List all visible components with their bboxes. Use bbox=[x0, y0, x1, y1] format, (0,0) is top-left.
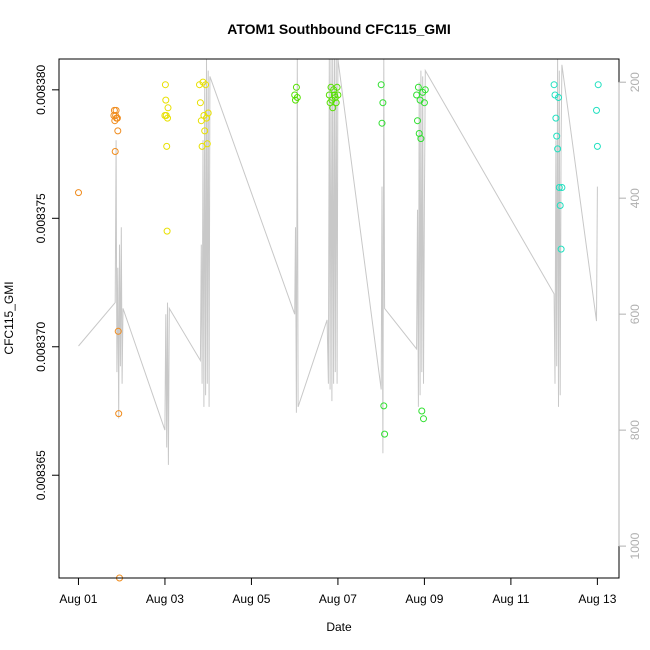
x-tick-label: Aug 09 bbox=[405, 592, 443, 606]
x-tick-label: Aug 03 bbox=[146, 592, 184, 606]
secondary-tick-label: 800 bbox=[628, 420, 642, 440]
data-point bbox=[196, 99, 204, 107]
data-point bbox=[332, 99, 340, 107]
data-point bbox=[114, 327, 122, 335]
data-point bbox=[420, 415, 427, 423]
data-point bbox=[414, 117, 421, 125]
data-point bbox=[554, 145, 562, 153]
data-point bbox=[421, 86, 429, 94]
x-tick-label: Aug 05 bbox=[232, 592, 270, 606]
data-point bbox=[164, 104, 172, 112]
data-point bbox=[557, 245, 565, 253]
data-point bbox=[202, 81, 210, 89]
x-axis: Aug 01 Aug 03 Aug 05 Aug 07 Aug 09 Aug 11 Aug … bbox=[59, 577, 617, 606]
data-point bbox=[420, 99, 428, 107]
data-point bbox=[594, 81, 602, 89]
data-point bbox=[593, 106, 600, 114]
data-point bbox=[556, 202, 564, 209]
data-point bbox=[555, 94, 562, 101]
secondary-y-axis: 200 400 600 800 1000 bbox=[618, 72, 642, 559]
y-axis-label: CFC115_GMI bbox=[2, 281, 16, 354]
secondary-tick-label: 1000 bbox=[628, 532, 642, 559]
data-point bbox=[163, 142, 171, 150]
data-point bbox=[204, 109, 212, 117]
chart-title: ATOM1 Southbound CFC115_GMI bbox=[227, 21, 451, 37]
data-point bbox=[115, 410, 123, 418]
data-point bbox=[593, 142, 601, 150]
y-tick-label: 0.008370 bbox=[34, 321, 48, 371]
data-point bbox=[380, 402, 388, 410]
data-point bbox=[163, 227, 171, 235]
data-point bbox=[203, 140, 211, 148]
data-point bbox=[113, 114, 121, 122]
data-point bbox=[334, 91, 342, 99]
data-point bbox=[333, 83, 341, 91]
data-point bbox=[552, 114, 560, 122]
data-point bbox=[558, 184, 566, 191]
data-points-layer bbox=[75, 78, 602, 582]
x-axis-label: Date bbox=[326, 620, 352, 634]
x-tick-label: Aug 11 bbox=[492, 592, 529, 606]
data-point bbox=[379, 99, 387, 107]
data-point bbox=[293, 94, 301, 101]
data-point bbox=[162, 96, 170, 104]
pressure-trace-layer bbox=[78, 59, 598, 465]
data-point bbox=[201, 127, 209, 135]
x-tick-label: Aug 13 bbox=[578, 592, 616, 606]
data-point bbox=[75, 189, 82, 197]
data-point bbox=[112, 106, 120, 114]
data-point bbox=[550, 81, 558, 89]
data-point bbox=[114, 127, 122, 135]
data-point bbox=[381, 430, 389, 438]
data-point bbox=[164, 114, 171, 122]
data-point bbox=[377, 81, 385, 89]
x-tick-label: Aug 01 bbox=[59, 592, 97, 606]
y-axis: 0.008365 0.008370 0.008375 0.008380 bbox=[34, 64, 60, 500]
data-point bbox=[329, 104, 337, 112]
data-point bbox=[292, 83, 300, 91]
data-point bbox=[418, 407, 426, 415]
pressure-trace-line bbox=[78, 59, 598, 465]
data-point bbox=[413, 91, 421, 99]
x-tick-label: Aug 07 bbox=[319, 592, 357, 606]
secondary-tick-label: 200 bbox=[628, 72, 642, 92]
data-point bbox=[555, 184, 563, 191]
data-point bbox=[417, 135, 425, 143]
y-tick-label: 0.008375 bbox=[34, 193, 48, 243]
y-tick-label: 0.008380 bbox=[34, 64, 48, 114]
secondary-tick-label: 400 bbox=[628, 188, 642, 208]
data-point bbox=[161, 81, 169, 89]
data-point bbox=[553, 132, 561, 140]
secondary-tick-label: 600 bbox=[628, 304, 642, 324]
data-point bbox=[111, 148, 119, 155]
y-tick-label: 0.008365 bbox=[34, 450, 48, 500]
data-point bbox=[414, 83, 422, 91]
data-point bbox=[378, 119, 386, 127]
